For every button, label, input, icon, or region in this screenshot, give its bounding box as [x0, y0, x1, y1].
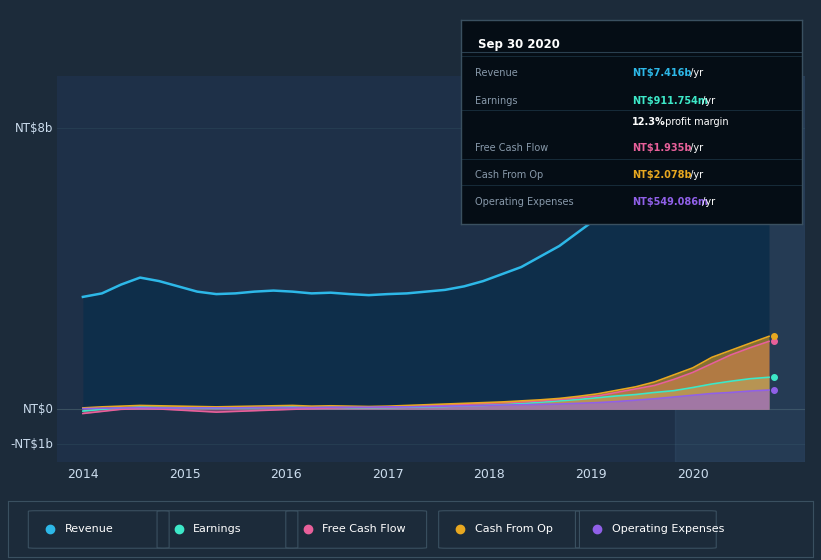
Text: /yr: /yr	[699, 96, 715, 106]
Text: NT$2.078b: NT$2.078b	[632, 170, 691, 180]
Text: Free Cash Flow: Free Cash Flow	[475, 143, 548, 153]
Text: NT$8b: NT$8b	[16, 122, 53, 135]
Text: -NT$1b: -NT$1b	[11, 438, 53, 451]
Text: Cash From Op: Cash From Op	[475, 170, 544, 180]
Text: /yr: /yr	[687, 170, 703, 180]
Bar	[676, 76, 805, 462]
Text: Earnings: Earnings	[475, 96, 517, 106]
Text: Operating Expenses: Operating Expenses	[475, 197, 574, 207]
Text: Revenue: Revenue	[475, 68, 518, 78]
Text: NT$1.935b: NT$1.935b	[632, 143, 691, 153]
Text: NT$7.416b: NT$7.416b	[632, 68, 691, 78]
Text: Revenue: Revenue	[65, 524, 113, 534]
Text: profit margin: profit margin	[663, 117, 729, 127]
Text: NT$0: NT$0	[23, 403, 53, 416]
Text: Cash From Op: Cash From Op	[475, 524, 553, 534]
Text: /yr: /yr	[687, 143, 703, 153]
Text: 12.3%: 12.3%	[632, 117, 666, 127]
Text: NT$911.754m: NT$911.754m	[632, 96, 708, 106]
Text: /yr: /yr	[699, 197, 715, 207]
Text: Free Cash Flow: Free Cash Flow	[322, 524, 406, 534]
Text: NT$549.086m: NT$549.086m	[632, 197, 708, 207]
Text: Operating Expenses: Operating Expenses	[612, 524, 724, 534]
Text: Sep 30 2020: Sep 30 2020	[479, 38, 560, 51]
Text: /yr: /yr	[687, 68, 703, 78]
Text: Earnings: Earnings	[193, 524, 241, 534]
